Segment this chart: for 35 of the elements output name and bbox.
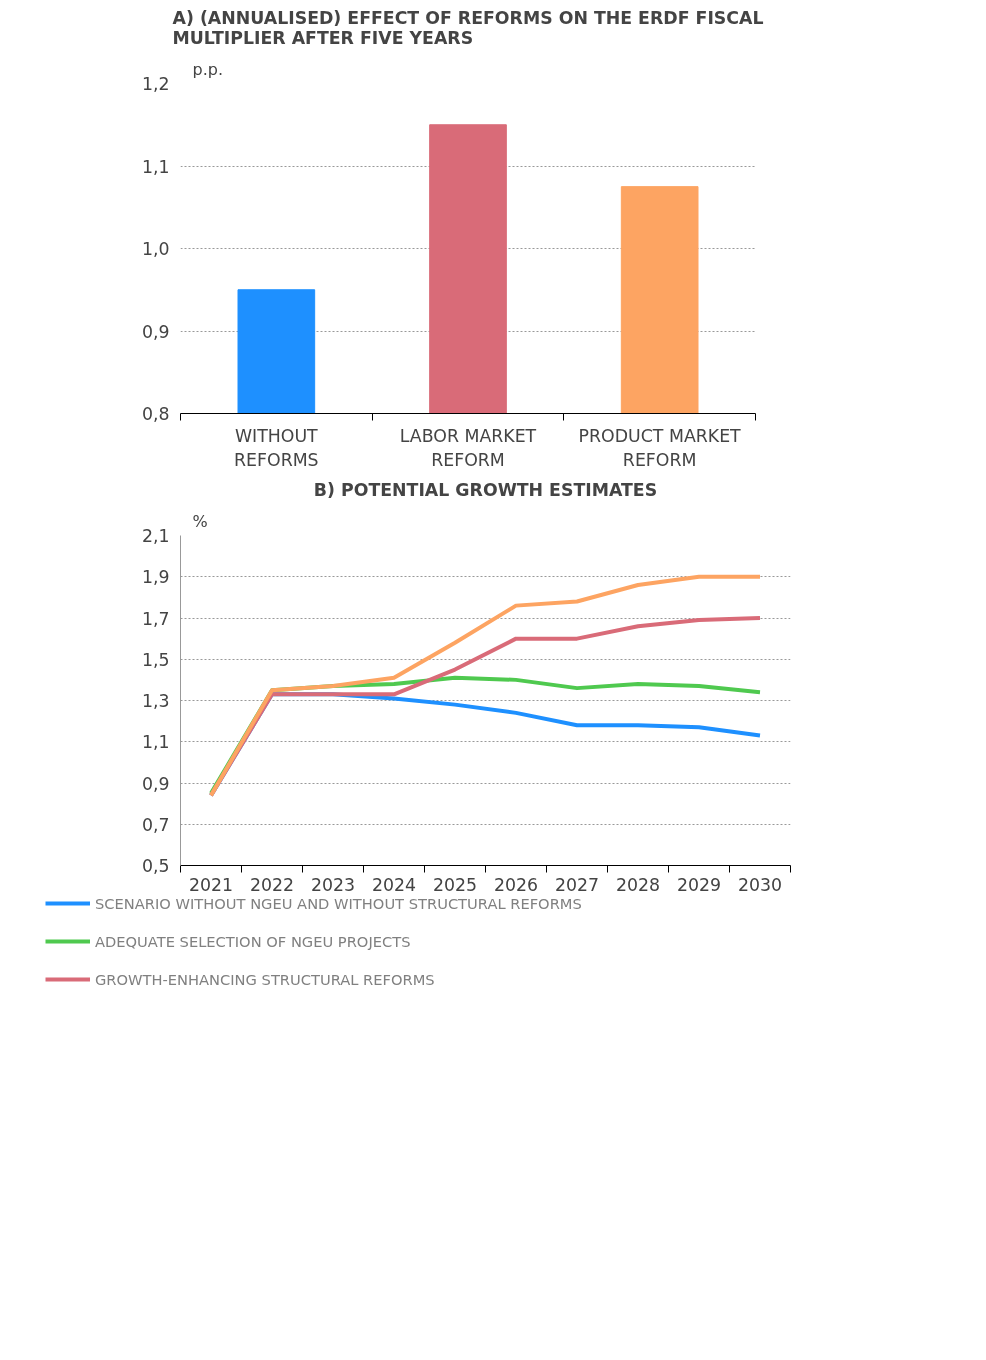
- x-tick-label: 2026: [493, 874, 539, 895]
- y-tick-label: 0,7: [141, 814, 170, 835]
- y-tick-label: 1,7: [141, 608, 170, 629]
- legend-label: GROWTH-ENHANCING STRUCTURAL REFORMS: [95, 970, 435, 988]
- x-tick-label: 2022: [249, 874, 295, 895]
- x-tick-label: 2027: [554, 874, 600, 895]
- y-tick-label: 1,9: [141, 567, 170, 588]
- legend-label: SCENARIO WITHOUT NGEU AND WITHOUT STRUCTURAL REFORMS: [95, 894, 582, 912]
- y-tick-label: 2,1: [141, 526, 170, 546]
- x-tick-label: 2023: [310, 874, 356, 895]
- x-tick-label: 2030: [737, 874, 783, 895]
- chart-title: A) (ANNUALISED) EFFECT OF REFORMS ON THE ERDF FISCAL MULTIPLIER AFTER FIVE YEARS: [172, 7, 764, 48]
- x-tick-label: 2028: [615, 874, 661, 895]
- y-tick-label: 0,9: [141, 773, 170, 794]
- legend-label: ADEQUATE SELECTION OF NGEU PROJECTS: [95, 932, 411, 950]
- x-tick-label: PRODUCT MARKET REFORM: [578, 425, 742, 470]
- y-tick-label: 0,9: [141, 321, 170, 342]
- y-tick-label: 1,2: [141, 74, 170, 94]
- line-series: [209, 574, 762, 798]
- x-tick-label: WITHOUT REFORMS: [234, 425, 319, 470]
- y-tick-label: 1,5: [141, 649, 170, 670]
- x-tick-label: 2029: [676, 874, 722, 895]
- y-axis-title: %: [192, 511, 208, 531]
- x-tick-label: LABOR MARKET REFORM: [399, 425, 537, 470]
- x-tick-label: 2021: [188, 874, 234, 895]
- y-tick-label: 1,3: [141, 691, 170, 711]
- x-tick-label: 2025: [432, 874, 478, 895]
- chart-title: B) POTENTIAL GROWTH ESTIMATES: [313, 479, 658, 500]
- y-tick-label: 0,5: [141, 856, 170, 876]
- x-tick-label: 2024: [371, 874, 417, 895]
- y-tick-label: 1,0: [141, 239, 170, 259]
- y-axis-title: p.p.: [192, 59, 223, 79]
- y-tick-label: 0,8: [141, 404, 170, 424]
- y-tick-label: 1,1: [141, 156, 170, 177]
- y-tick-label: 1,1: [141, 732, 170, 753]
